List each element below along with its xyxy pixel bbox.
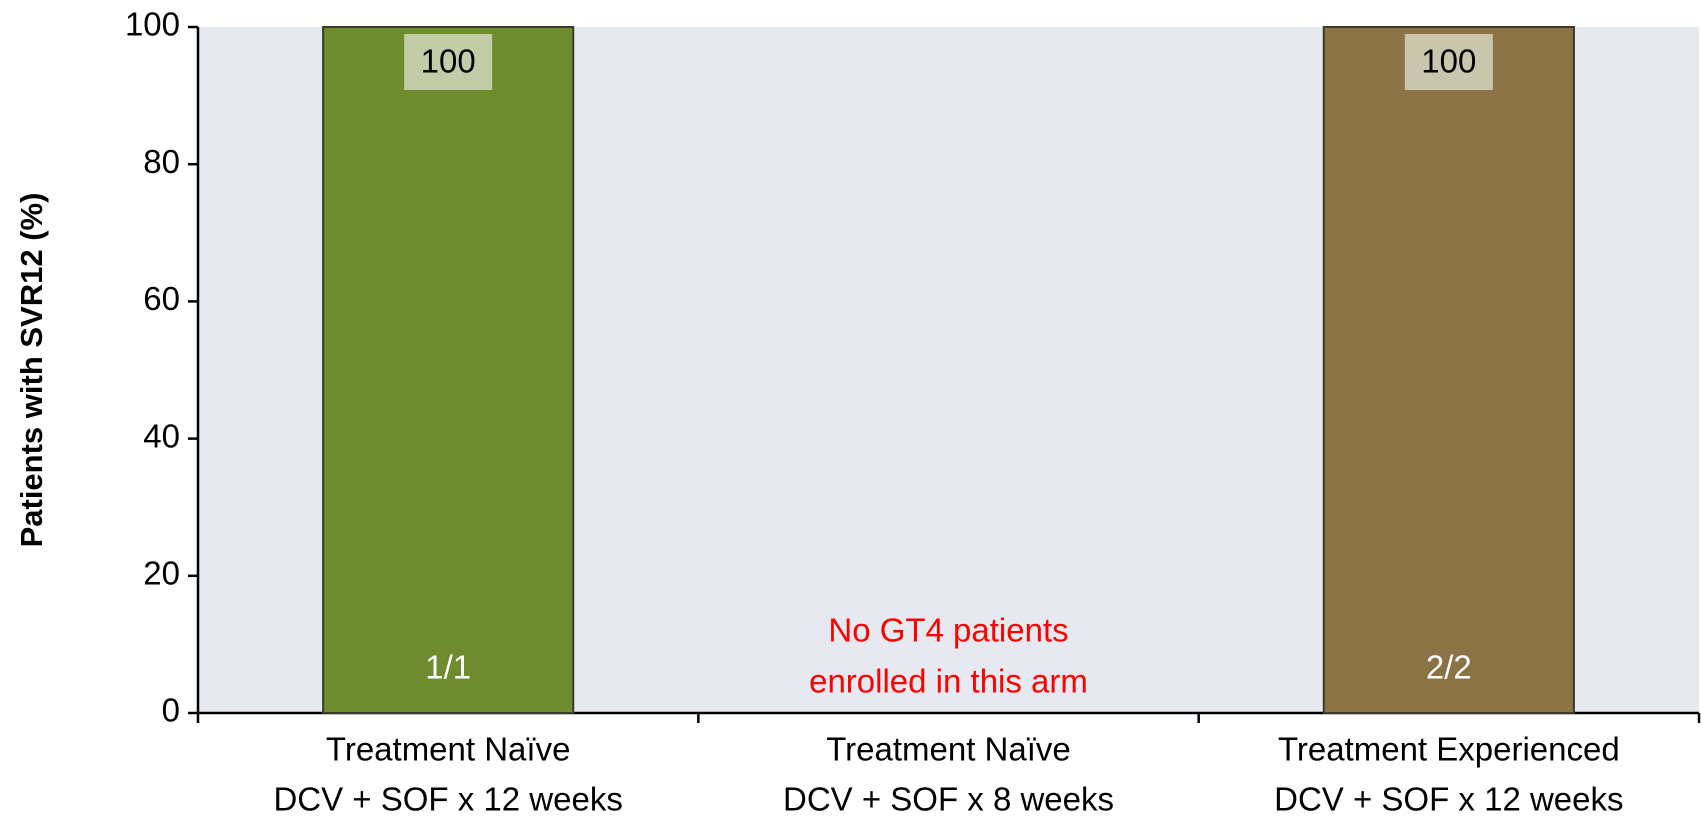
annotation: No GT4 patients bbox=[828, 612, 1068, 649]
x-tick-label: Treatment Naïve bbox=[326, 731, 571, 768]
x-tick-label: DCV + SOF x 12 weeks bbox=[273, 781, 622, 818]
y-tick-label: 0 bbox=[162, 692, 180, 729]
bar bbox=[322, 26, 575, 714]
x-tick-label: Treatment Naïve bbox=[826, 731, 1071, 768]
bar bbox=[1322, 26, 1575, 714]
annotation: enrolled in this arm bbox=[809, 663, 1088, 700]
value-label: 100 bbox=[421, 43, 476, 80]
x-tick-label: Treatment Experienced bbox=[1278, 731, 1620, 768]
y-axis-label: Patients with SVR12 (%) bbox=[14, 193, 49, 548]
y-tick-label: 20 bbox=[143, 555, 180, 592]
value-label-box bbox=[1404, 34, 1493, 90]
bar-label: 2/2 bbox=[1426, 649, 1472, 686]
y-tick-label: 80 bbox=[143, 143, 180, 180]
y-tick-label: 60 bbox=[143, 280, 180, 317]
value-label-box bbox=[404, 34, 493, 90]
y-tick-label: 40 bbox=[143, 417, 180, 454]
value-label: 100 bbox=[1421, 43, 1476, 80]
bar-label: 1/1 bbox=[425, 649, 471, 686]
x-tick-label: DCV + SOF x 8 weeks bbox=[783, 781, 1114, 818]
y-tick-label: 100 bbox=[125, 6, 180, 43]
x-tick-label: DCV + SOF x 12 weeks bbox=[1274, 781, 1623, 818]
